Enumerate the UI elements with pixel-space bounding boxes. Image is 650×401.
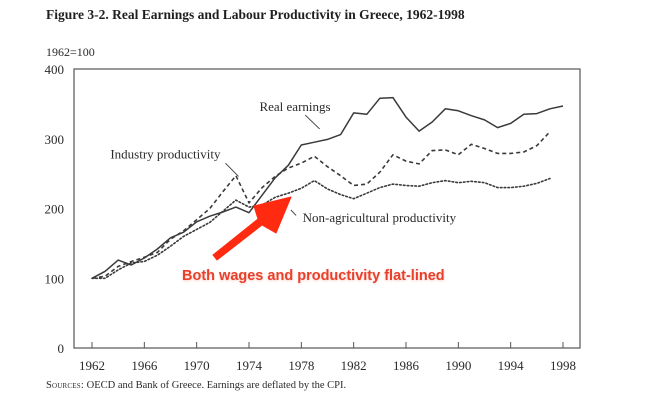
y-tick-label: 400	[45, 62, 65, 77]
y-tick-label: 300	[45, 132, 65, 147]
plot-frame	[73, 68, 581, 349]
x-tick-label: 1982	[341, 358, 367, 373]
annotation-text: Both wages and productivity flat-lined	[182, 268, 445, 284]
label-leader-line	[225, 162, 239, 177]
x-tick-label: 1970	[184, 358, 210, 373]
x-tick-label: 1986	[393, 358, 420, 373]
x-tick-label: 1990	[445, 358, 471, 373]
label-leader-line	[304, 114, 320, 130]
x-tick-label: 1974	[236, 358, 263, 373]
chart-series	[91, 96, 564, 280]
y-tick-label: 100	[45, 271, 65, 286]
x-tick-label: 1962	[79, 358, 105, 373]
x-tick-label: 1998	[550, 358, 576, 373]
figure-title: Figure 3-2. Real Earnings and Labour Pro…	[46, 7, 465, 22]
x-tick-label: 1994	[498, 358, 525, 373]
annotation-arrow-icon	[212, 196, 292, 261]
source-prefix: Sources:	[46, 380, 84, 391]
x-tick-label: 1966	[131, 358, 158, 373]
series-line-solid	[91, 96, 564, 279]
series-label: Non-agricultural productivity	[303, 210, 457, 225]
arrow-shape	[212, 196, 292, 261]
figure-source: Sources: OECD and Bank of Greece. Earnin…	[46, 380, 346, 391]
series-label: Industry productivity	[110, 146, 221, 161]
label-leader-line	[290, 209, 297, 216]
chart-axes: 1962 1966 1970 1974 1978 1982 1986 1990 1994 1998…	[45, 62, 581, 373]
series-labels: Real earnings Industry productivity Non-ag…	[110, 99, 456, 225]
y-tick-label: 0	[58, 341, 65, 356]
series-label: Real earnings	[259, 99, 330, 114]
series-line-dotted	[91, 177, 551, 280]
series-line-dashed	[91, 131, 551, 280]
source-text: OECD and Bank of Greece. Earnings are de…	[83, 380, 347, 391]
y-axis-unit-label: 1962=100	[46, 45, 95, 59]
x-tick-label: 1978	[288, 358, 314, 373]
y-tick-label: 200	[45, 202, 65, 217]
